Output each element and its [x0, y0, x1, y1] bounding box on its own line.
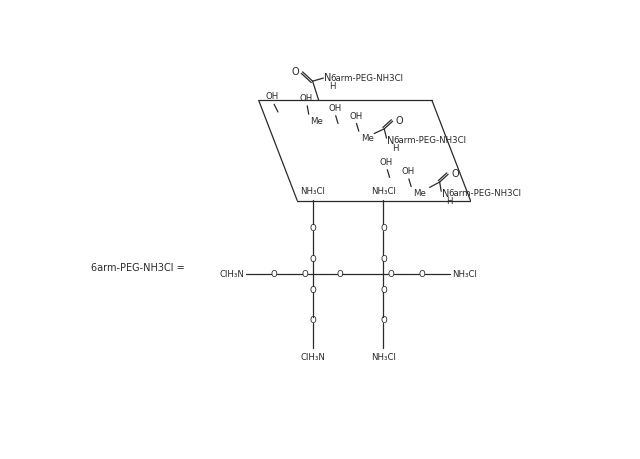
- Text: NH₃Cl: NH₃Cl: [300, 187, 325, 196]
- Text: O: O: [309, 224, 316, 232]
- Text: O: O: [309, 316, 316, 325]
- Text: ClH₃N: ClH₃N: [300, 353, 325, 361]
- Text: NH₃Cl: NH₃Cl: [452, 269, 477, 279]
- Text: NH₃Cl: NH₃Cl: [371, 353, 396, 361]
- Text: OH: OH: [328, 104, 342, 113]
- Text: O: O: [271, 269, 278, 279]
- Text: OH: OH: [300, 94, 313, 103]
- Text: O: O: [301, 269, 308, 279]
- Text: Me: Me: [413, 189, 426, 198]
- Text: NH₃Cl: NH₃Cl: [371, 187, 396, 196]
- Text: O: O: [380, 316, 387, 325]
- Text: OH: OH: [401, 167, 415, 176]
- Text: O: O: [380, 224, 387, 232]
- Text: OH: OH: [380, 157, 393, 167]
- Text: H: H: [329, 82, 335, 91]
- Text: O: O: [309, 285, 316, 294]
- Text: O: O: [380, 254, 387, 263]
- Text: 6arm-PEG-NH3Cl: 6arm-PEG-NH3Cl: [394, 136, 467, 145]
- Text: OH: OH: [349, 112, 362, 120]
- Text: O: O: [419, 269, 426, 279]
- Text: O: O: [380, 285, 387, 294]
- Text: H: H: [392, 143, 399, 152]
- Text: 6arm-PEG-NH3Cl =: 6arm-PEG-NH3Cl =: [91, 263, 184, 273]
- Text: OH: OH: [266, 92, 279, 101]
- Text: N: N: [387, 135, 395, 146]
- Text: O: O: [396, 115, 403, 125]
- Text: N: N: [442, 188, 449, 198]
- Text: H: H: [447, 196, 453, 206]
- Text: O: O: [451, 168, 459, 179]
- Text: O: O: [309, 254, 316, 263]
- Text: O: O: [336, 269, 343, 279]
- Text: 6arm-PEG-NH3Cl: 6arm-PEG-NH3Cl: [448, 189, 521, 198]
- Text: Me: Me: [310, 117, 323, 126]
- Text: O: O: [388, 269, 394, 279]
- Text: ClH₃N: ClH₃N: [219, 269, 244, 279]
- Text: O: O: [292, 67, 300, 77]
- Text: N: N: [324, 73, 332, 83]
- Text: 6arm-PEG-NH3Cl: 6arm-PEG-NH3Cl: [330, 73, 403, 83]
- Text: Me: Me: [361, 134, 374, 143]
